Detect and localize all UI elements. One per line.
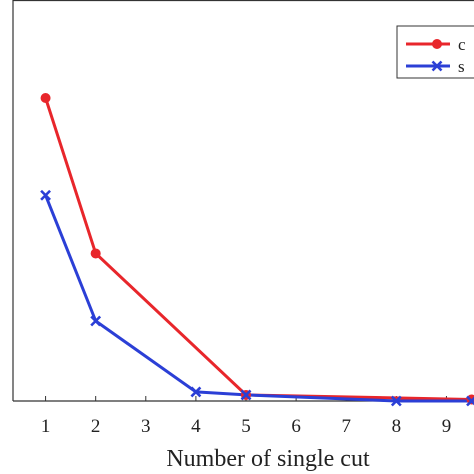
x-tick-label: 9 (442, 416, 452, 437)
series-2-point (190, 386, 202, 398)
series-2-point (466, 395, 474, 407)
legend-marker-2 (431, 60, 443, 72)
series-markers (40, 93, 474, 407)
x-tick-label: 8 (392, 416, 402, 437)
x-axis-label: Number of single cut (166, 446, 370, 472)
series-line-2 (44, 194, 472, 403)
x-tick-label: 6 (291, 416, 301, 437)
x-tick-label: 3 (141, 416, 151, 437)
series-1-point (40, 93, 51, 103)
x-tick-label: 2 (91, 416, 101, 437)
legend: cs (396, 25, 474, 79)
series-2-point (240, 389, 252, 401)
x-tick-label: 5 (241, 416, 251, 437)
series-lines (44, 97, 472, 403)
x-tick-label: 7 (341, 416, 351, 437)
legend-label-2: s (458, 57, 465, 76)
x-tick-label: 4 (191, 416, 201, 437)
series-2-point (40, 189, 51, 201)
legend-marker-1 (432, 39, 442, 49)
legend-label-1: c (458, 35, 466, 54)
series-1-point (90, 248, 101, 259)
series-2-point (390, 395, 402, 407)
series-line-1 (44, 97, 472, 401)
x-tick-label: 1 (41, 416, 51, 437)
series-2-point (90, 315, 102, 327)
